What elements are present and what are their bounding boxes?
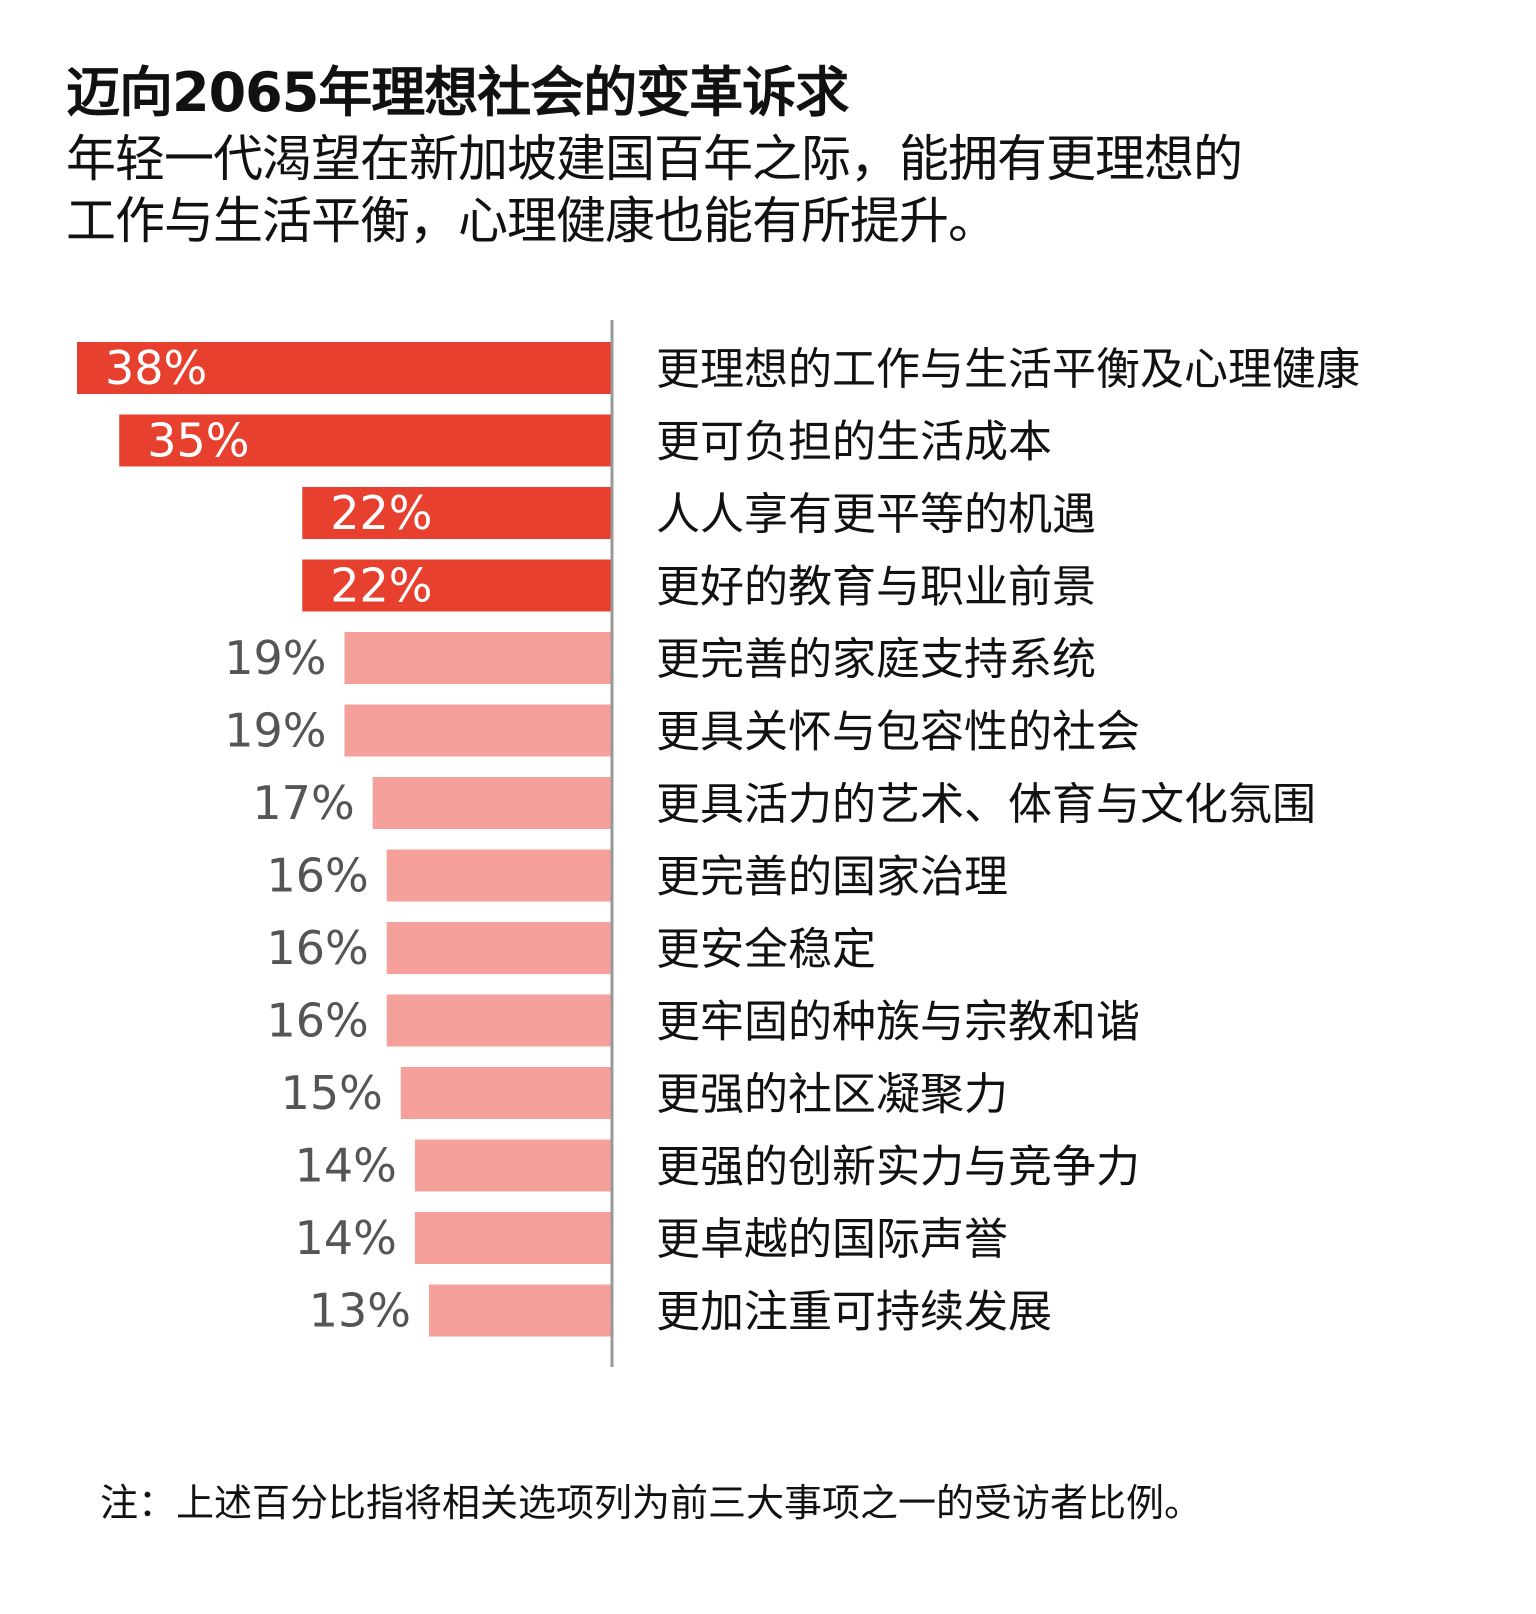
category-label-5: 更具关怀与包容性的社会 — [656, 707, 1140, 758]
category-label-12: 更卓越的国际声誉 — [656, 1214, 1008, 1265]
category-label-4: 更完善的家庭支持系统 — [656, 634, 1096, 685]
bar-11 — [414, 1139, 612, 1192]
category-label-1: 更可负担的生活成本 — [656, 417, 1052, 468]
footnote: 注：上述百分比指将相关选项列为前三大事项之一的受访者比例。 — [100, 1481, 1203, 1525]
value-label-11: 14% — [295, 1139, 397, 1193]
bar-3 — [302, 559, 612, 612]
category-label-9: 更牢固的种族与宗教和谐 — [656, 997, 1140, 1048]
value-label-4: 19% — [224, 631, 326, 685]
bar-0 — [77, 342, 612, 394]
bar-chart: 38% 更理想的工作与生活平衡及心理健康 35% 更可负担的生活成本 22% 人人享有更平… — [77, 320, 1360, 1367]
value-label-9: 16% — [266, 994, 368, 1048]
bar-10 — [400, 1067, 612, 1119]
value-label-7: 16% — [266, 849, 368, 903]
bar-9 — [386, 994, 612, 1047]
value-label-8: 16% — [266, 921, 368, 975]
category-label-3: 更好的教育与职业前景 — [656, 562, 1096, 613]
category-label-13: 更加注重可持续发展 — [656, 1287, 1052, 1338]
value-label-5: 19% — [224, 704, 326, 758]
category-label-2: 人人享有更平等的机遇 — [656, 489, 1096, 540]
value-label-12: 14% — [295, 1211, 397, 1265]
category-label-0: 更理想的工作与生活平衡及心理健康 — [656, 344, 1360, 395]
category-label-7: 更完善的国家治理 — [656, 852, 1008, 903]
bar-7 — [386, 849, 612, 902]
bar-6 — [372, 777, 612, 829]
category-label-6: 更具活力的艺术、体育与文化氛围 — [656, 779, 1316, 830]
category-label-8: 更安全稳定 — [656, 924, 876, 975]
bar-1 — [119, 414, 612, 467]
chart-title: 迈向2065年理想社会的变革诉求 — [66, 61, 849, 124]
category-label-11: 更强的创新实力与竞争力 — [656, 1142, 1140, 1193]
bar-2 — [302, 487, 612, 539]
bar-8 — [386, 922, 612, 974]
value-label-13: 13% — [309, 1284, 411, 1338]
value-label-6: 17% — [252, 776, 354, 830]
category-label-10: 更强的社区凝聚力 — [656, 1069, 1008, 1120]
bar-13 — [428, 1284, 612, 1337]
value-label-1: 35% — [147, 414, 249, 468]
value-label-3: 22% — [330, 559, 432, 613]
bar-4 — [344, 632, 612, 684]
subtitle-line-2: 工作与生活平衡，心理健康也能有所提升。 — [66, 192, 998, 250]
value-label-2: 22% — [330, 486, 432, 540]
subtitle-line-1: 年轻一代渴望在新加坡建国百年之际，能拥有更理想的 — [66, 130, 1243, 188]
chart-subtitle: 年轻一代渴望在新加坡建国百年之际，能拥有更理想的 工作与生活平衡，心理健康也能有… — [66, 128, 1243, 252]
bar-5 — [344, 704, 612, 757]
bar-12 — [414, 1212, 612, 1264]
value-label-0: 38% — [105, 341, 207, 395]
value-label-10: 15% — [281, 1066, 383, 1120]
